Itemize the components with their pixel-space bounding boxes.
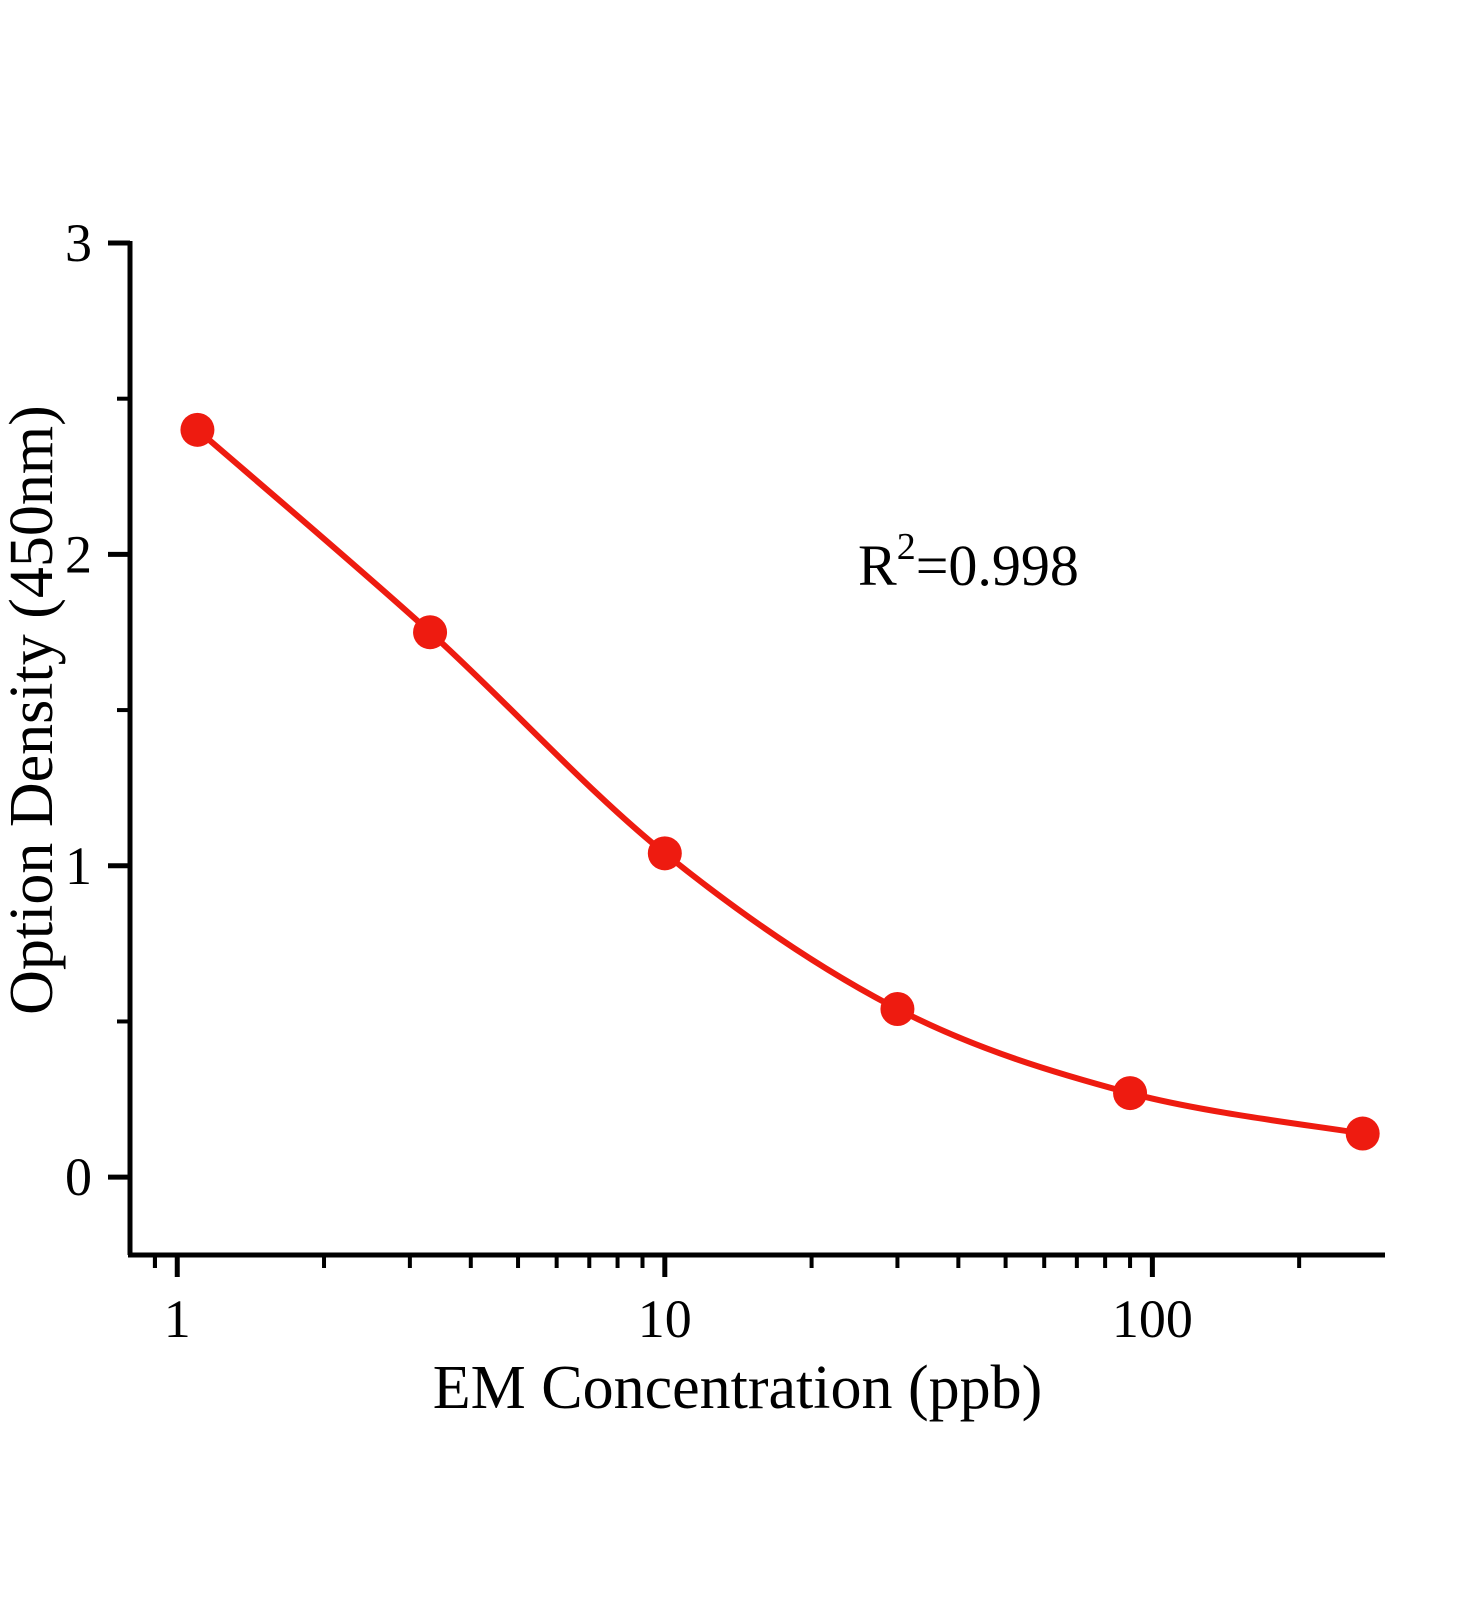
data-point xyxy=(180,412,215,447)
x-tick-label: 10 xyxy=(638,1289,692,1349)
x-tick-label: 1 xyxy=(164,1289,191,1349)
data-point xyxy=(1345,1116,1380,1151)
data-point xyxy=(1113,1076,1148,1111)
fit-curve xyxy=(194,426,1366,1137)
r-squared-annotation: R2=0.998 xyxy=(858,526,1079,598)
y-tick-label: 2 xyxy=(65,524,92,584)
y-tick-label: 3 xyxy=(65,213,92,273)
x-tick-label: 100 xyxy=(1112,1289,1193,1349)
x-axis-title: EM Concentration (ppb) xyxy=(433,1354,1043,1422)
data-point xyxy=(413,615,448,650)
y-axis-title: Option Density (450nm) xyxy=(0,405,66,1015)
y-tick-label: 0 xyxy=(65,1147,92,1207)
data-point xyxy=(880,992,915,1027)
y-tick-label: 1 xyxy=(65,836,92,896)
data-point xyxy=(647,836,682,871)
